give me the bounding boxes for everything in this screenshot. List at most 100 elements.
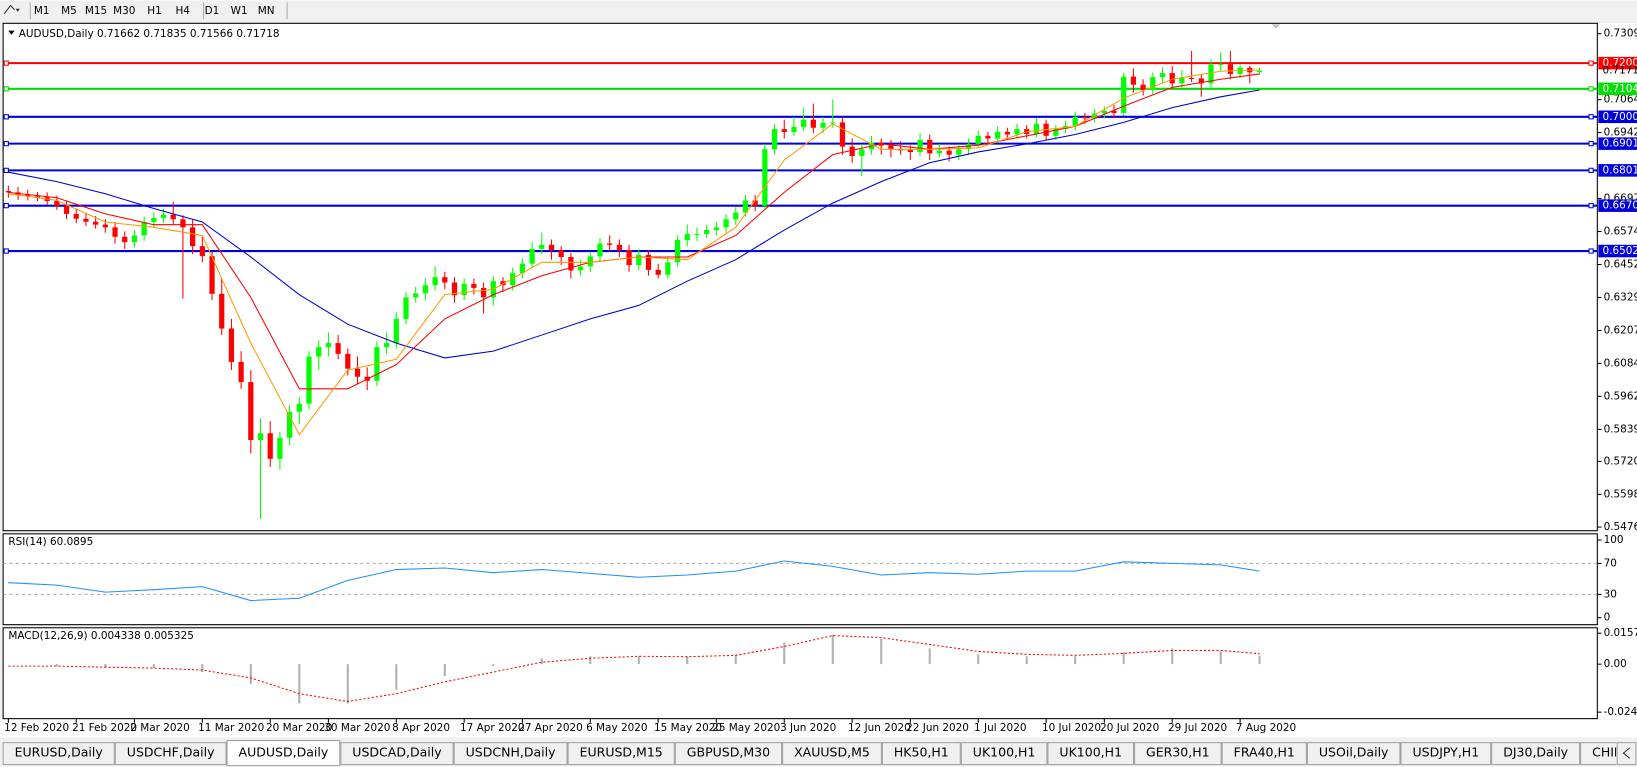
tab[interactable]: USDCAD,Daily <box>340 742 454 766</box>
timeframe-button[interactable]: D1 <box>205 5 220 17</box>
level-handle <box>3 114 9 120</box>
tab[interactable]: USDCNH,Daily <box>453 742 568 766</box>
timeframe-button[interactable]: MN <box>258 5 275 17</box>
candle-body <box>25 194 31 197</box>
x-tick-label: 21 Feb 2020 <box>72 722 137 734</box>
tab[interactable]: DJ30,Daily <box>1491 742 1581 766</box>
tab-label[interactable]: GER30,H1 <box>1146 745 1210 760</box>
candle-body <box>345 353 351 369</box>
y-tick-label: 0.73095 <box>1604 28 1637 40</box>
y-tick-label: 0.00 <box>1604 658 1627 670</box>
tab-label[interactable]: HK50,H1 <box>894 745 949 760</box>
tab-label[interactable]: XAUUSD,M5 <box>794 745 870 760</box>
tab-label[interactable]: GBPUSD,M30 <box>687 745 770 760</box>
y-tick-label: 0.59620 <box>1604 390 1637 402</box>
tab-label[interactable]: FRA40,H1 <box>1234 745 1295 760</box>
tab-background <box>881 742 961 766</box>
candle-body <box>1218 64 1224 66</box>
tab[interactable]: CHINA300,H4 <box>1580 742 1637 766</box>
timeframe-button[interactable]: M15 <box>85 5 107 17</box>
tab-label[interactable]: USDCNH,Daily <box>466 745 556 760</box>
candle-body <box>965 143 972 150</box>
timeframe-button[interactable]: H1 <box>147 5 162 17</box>
level-label: 0.70007 <box>1603 111 1637 123</box>
tab-label[interactable]: USOil,Daily <box>1319 745 1389 760</box>
level-handle <box>1588 114 1594 120</box>
candle-body <box>257 433 264 440</box>
candle-body <box>1256 70 1263 73</box>
y-tick-label: 0.55980 <box>1604 488 1637 500</box>
candle-body <box>141 221 147 236</box>
tab[interactable]: GER30,H1 <box>1134 742 1222 766</box>
timeframe-button[interactable]: H4 <box>175 5 190 17</box>
shift-marker <box>1271 24 1280 29</box>
tab[interactable]: EURUSD,M15 <box>567 742 675 766</box>
candle-body <box>1169 73 1175 84</box>
tab[interactable]: USOil,Daily <box>1306 742 1401 766</box>
tab-label[interactable]: EURUSD,Daily <box>15 745 104 760</box>
timeframe-button[interactable]: W1 <box>231 5 248 17</box>
tab[interactable]: HK50,H1 <box>881 742 961 766</box>
tab[interactable]: USDJPY,H1 <box>1400 742 1492 766</box>
y-tick-label: 0.62070 <box>1604 324 1637 336</box>
candle-body <box>1004 131 1010 135</box>
level-handle <box>1588 203 1594 209</box>
x-tick-label: 3 Jun 2020 <box>780 722 836 734</box>
tab-label[interactable]: UK100,H1 <box>1059 745 1122 760</box>
candle-body <box>1053 129 1059 136</box>
candle-body <box>180 219 186 228</box>
x-tick-label: 30 Mar 2020 <box>324 722 390 734</box>
tab[interactable]: FRA40,H1 <box>1221 742 1307 766</box>
tab-label[interactable]: UK100,H1 <box>973 745 1036 760</box>
tab-label[interactable]: USDCAD,Daily <box>352 745 442 760</box>
candle-body <box>839 122 846 147</box>
rsi-panel <box>2 533 1598 626</box>
candle-body <box>432 277 438 286</box>
timeframe-button[interactable]: M1 <box>34 5 50 17</box>
level-label-box <box>1598 164 1637 177</box>
scroll-arrow[interactable] <box>1622 747 1631 759</box>
candle-body <box>713 227 719 231</box>
candle-body <box>238 361 244 383</box>
candle-body <box>1179 77 1185 84</box>
candle-body <box>122 236 128 243</box>
candle-body <box>422 285 429 294</box>
candle-body <box>1188 77 1195 80</box>
tab[interactable]: USDCHF,Daily <box>114 742 227 766</box>
candle-body <box>510 273 516 286</box>
tab-label[interactable]: DJ30,Daily <box>1503 745 1568 760</box>
timeframe-button[interactable]: M30 <box>113 5 135 17</box>
tab-background <box>1491 742 1581 766</box>
tool-icon[interactable] <box>3 4 15 15</box>
dropdown-arrow[interactable] <box>15 8 20 12</box>
scroll-button[interactable] <box>1616 742 1637 766</box>
y-tick-label: 70 <box>1604 557 1617 569</box>
tab-label[interactable]: CHINA300,H4 <box>1592 745 1637 760</box>
x-tick-label: 12 Jun 2020 <box>848 722 911 734</box>
candle-body <box>568 256 574 271</box>
tab[interactable]: UK100,H1 <box>960 742 1048 766</box>
tab[interactable]: XAUUSD,M5 <box>782 742 882 766</box>
tab-label[interactable]: EURUSD,M15 <box>580 745 663 760</box>
x-tick-label: 27 Apr 2020 <box>518 722 583 734</box>
level-label: 0.65020 <box>1603 245 1637 257</box>
timeframe-button[interactable]: M5 <box>61 5 77 17</box>
tab[interactable]: UK100,H1 <box>1047 742 1135 766</box>
candle-body <box>151 217 157 222</box>
tab-label[interactable]: AUDUSD,Daily <box>239 745 329 760</box>
tab-label[interactable]: USDCHF,Daily <box>127 745 215 760</box>
x-tick-label: 22 Jun 2020 <box>906 722 969 734</box>
level-handle <box>3 86 9 92</box>
tab[interactable]: AUDUSD,Daily <box>226 740 341 767</box>
candle-body <box>306 356 312 404</box>
candle-body <box>907 149 913 152</box>
x-tick-label: 10 Jul 2020 <box>1042 722 1101 734</box>
tab-label[interactable]: USDJPY,H1 <box>1412 745 1479 760</box>
tab[interactable]: GBPUSD,M30 <box>674 742 783 766</box>
tab[interactable]: EURUSD,Daily <box>2 742 115 766</box>
level-label-box <box>1598 244 1637 258</box>
candle-body <box>1072 116 1078 126</box>
candle-body <box>636 254 642 266</box>
tab-background <box>114 742 227 766</box>
candle-body <box>607 243 613 245</box>
